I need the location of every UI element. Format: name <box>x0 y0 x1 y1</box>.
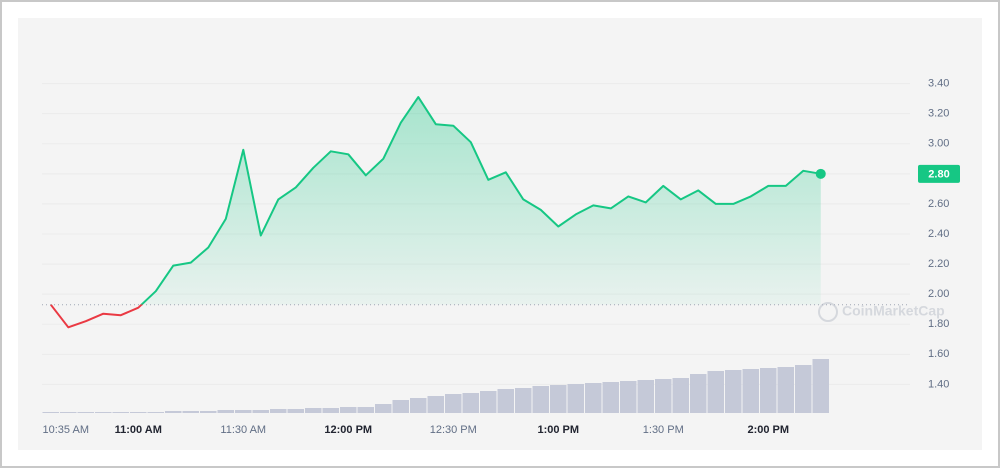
watermark-logo <box>818 302 838 322</box>
x-tick-label: 11:00 AM <box>115 424 162 436</box>
volume-bar <box>357 407 374 413</box>
volume-bar <box>777 367 794 413</box>
volume-bar <box>252 410 269 413</box>
x-tick-label: 11:30 AM <box>220 424 266 436</box>
watermark: CoinMarketCap <box>818 302 945 322</box>
x-tick-label: 2:00 PM <box>747 424 789 436</box>
volume-bar <box>147 412 164 413</box>
y-tick-label: 2.40 <box>928 228 949 240</box>
volume-bar <box>462 393 479 413</box>
x-tick-label: 1:00 PM <box>537 424 579 436</box>
volume-bar <box>60 412 77 413</box>
volume-bar <box>742 369 759 413</box>
volume-bar <box>77 412 94 413</box>
volume-bar <box>585 383 602 413</box>
x-tick-label: 12:30 PM <box>430 424 477 436</box>
volume-bar <box>392 400 409 413</box>
volume-bar <box>812 359 829 413</box>
volume-bar <box>130 412 147 413</box>
price-line <box>50 96 821 329</box>
area-fill <box>50 97 821 305</box>
y-tick-label: 1.40 <box>928 378 949 390</box>
volume-bar <box>637 380 654 413</box>
volume-bar <box>322 408 339 413</box>
volume-bar <box>795 365 812 413</box>
volume-bar <box>95 412 112 413</box>
y-tick-label: 3.20 <box>928 108 949 120</box>
volume-bar <box>410 398 427 413</box>
last-point <box>815 168 826 179</box>
volume-bar <box>165 411 182 413</box>
volume-bar <box>375 404 392 413</box>
y-tick-label: 2.00 <box>928 288 949 300</box>
volume-bar <box>602 382 619 413</box>
volume-bar <box>480 391 497 413</box>
y-tick-label: 2.60 <box>928 198 949 210</box>
volume-bar <box>760 368 777 413</box>
x-tick-label: 1:30 PM <box>643 424 684 436</box>
volume-bar <box>690 374 707 413</box>
volume-bar <box>42 412 59 413</box>
volume-bar <box>270 409 287 413</box>
volume-bar <box>235 410 252 413</box>
volume-bar <box>200 411 217 413</box>
volume-bar <box>287 409 304 413</box>
volume-bar <box>497 389 514 413</box>
volume-bar <box>620 381 637 413</box>
volume-bar <box>182 411 199 413</box>
volume-bar <box>217 410 234 413</box>
volume-bar <box>305 408 322 413</box>
volume-bar <box>445 394 462 413</box>
y-tick-label: 1.80 <box>928 318 949 330</box>
volume-bar <box>532 386 549 413</box>
y-tick-label: 3.00 <box>928 138 949 150</box>
y-tick-label: 3.40 <box>928 77 949 89</box>
volume-bar <box>655 379 672 413</box>
volume-bar <box>672 378 689 413</box>
volume-bar <box>567 384 584 413</box>
x-tick-label: 10:35 AM <box>43 424 89 436</box>
watermark-text: CoinMarketCap <box>842 303 945 319</box>
volume-bar <box>725 370 742 413</box>
volume-bar <box>707 371 724 413</box>
volume-bar <box>550 385 567 413</box>
y-tick-label: 1.60 <box>928 348 949 360</box>
volume-bar <box>427 396 444 413</box>
price-tag-label: 2.80 <box>928 169 949 181</box>
volume-bar <box>112 412 129 413</box>
y-tick-label: 2.20 <box>928 258 949 270</box>
x-tick-label: 12:00 PM <box>324 424 372 436</box>
volume-bar <box>340 407 357 413</box>
volume-bar <box>515 388 532 413</box>
price-tag <box>918 164 960 183</box>
